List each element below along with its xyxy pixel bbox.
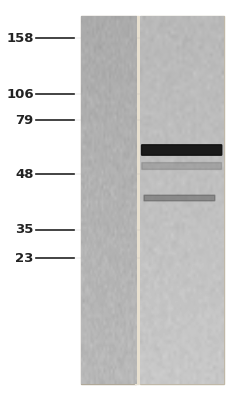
Text: 23: 23 [15,252,34,264]
Text: 48: 48 [15,168,34,180]
FancyBboxPatch shape [141,145,221,155]
FancyBboxPatch shape [141,162,221,170]
FancyBboxPatch shape [143,195,214,201]
FancyBboxPatch shape [143,195,214,201]
Bar [80,16,136,384]
Bar [139,16,222,384]
Bar [135,16,138,384]
Text: 79: 79 [15,114,34,126]
Text: 106: 106 [6,88,34,100]
Bar [5,0,74,400]
Text: 158: 158 [6,32,34,44]
Text: 35: 35 [15,224,34,236]
FancyBboxPatch shape [141,145,221,155]
FancyBboxPatch shape [141,162,221,170]
